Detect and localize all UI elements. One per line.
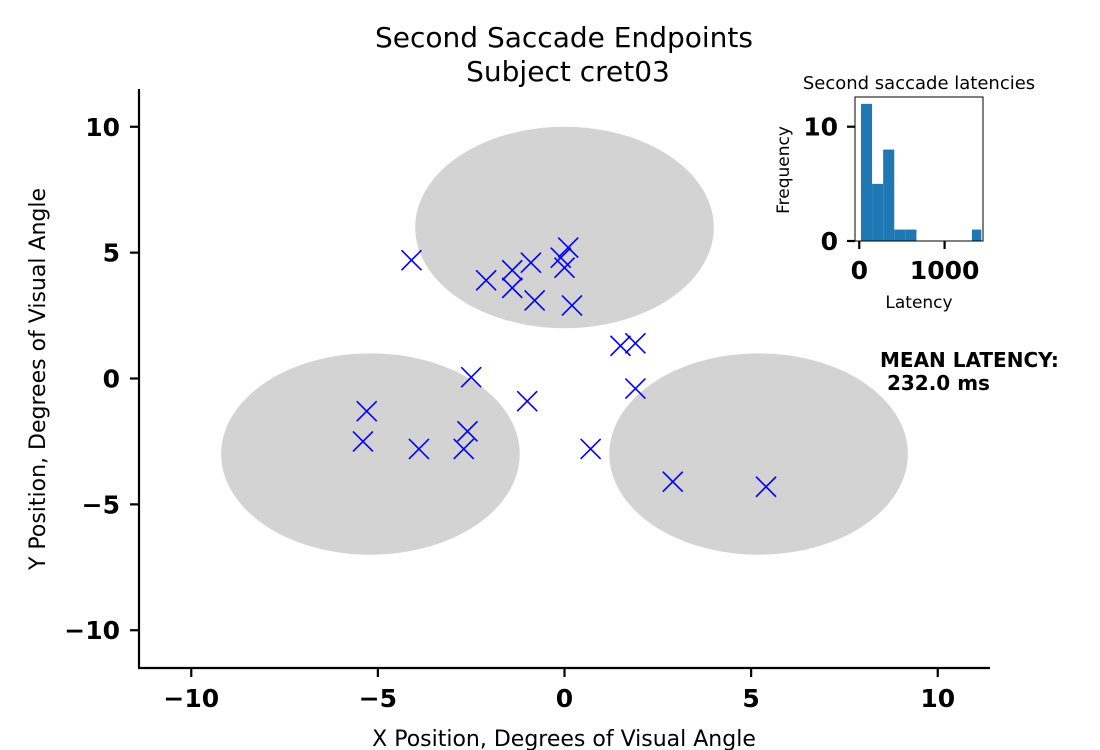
- endpoint-marker: [524, 289, 546, 312]
- inset-y-tick-label: 10: [803, 113, 838, 142]
- histogram-bar: [883, 149, 895, 241]
- inset-y-ticks: 0 10: [803, 113, 855, 256]
- endpoint-marker: [755, 476, 777, 498]
- endpoint-marker: [553, 257, 576, 279]
- endpoint-marker: [352, 430, 374, 453]
- histogram-bar: [872, 183, 884, 241]
- endpoint-marker: [501, 259, 523, 281]
- endpoint-marker: [453, 438, 475, 460]
- endpoint-marker: [520, 252, 542, 274]
- inset-x-tick-label: 0: [851, 256, 868, 285]
- inset-x-label: Latency: [885, 293, 952, 313]
- marker-stroke: [557, 237, 579, 259]
- inset-x-tick-label: 1000: [910, 256, 980, 285]
- mean-latency-label: MEAN LATENCY:: [880, 348, 1059, 372]
- y-tick-label: 10: [85, 113, 120, 142]
- marker-stroke: [561, 294, 583, 317]
- y-tick-label: 0: [103, 365, 120, 394]
- marker-stroke: [553, 257, 576, 279]
- endpoint-marker: [408, 438, 430, 460]
- histogram-bar: [860, 103, 873, 241]
- endpoint-marker: [475, 269, 497, 291]
- x-tick-label: 5: [742, 684, 759, 713]
- histogram-bar: [905, 229, 917, 241]
- saccade-endpoints: [352, 237, 777, 498]
- marker-stroke: [453, 438, 475, 460]
- marker-stroke: [580, 438, 602, 460]
- endpoint-marker: [356, 400, 378, 422]
- marker-stroke: [356, 400, 378, 422]
- marker-stroke: [400, 249, 423, 271]
- x-axis-ticks: −10 −5 0 5 10: [163, 668, 955, 713]
- chart-title: Second Saccade Endpoints: [375, 21, 753, 54]
- marker-stroke: [501, 277, 523, 299]
- marker-stroke: [456, 420, 479, 442]
- marker-stroke: [624, 378, 646, 400]
- y-tick-label: 5: [103, 239, 120, 268]
- target-region-2: [221, 353, 520, 555]
- marker-stroke: [516, 390, 538, 412]
- endpoint-marker: [400, 249, 423, 271]
- marker-stroke: [501, 259, 523, 281]
- y-tick-label: −5: [82, 490, 120, 519]
- marker-stroke: [524, 289, 546, 312]
- endpoint-marker: [557, 237, 579, 259]
- y-axis-label: Y Position, Degrees of Visual Angle: [26, 188, 51, 571]
- x-axis-label: X Position, Degrees of Visual Angle: [372, 727, 756, 750]
- endpoint-marker: [662, 471, 684, 493]
- x-tick-label: −10: [163, 684, 219, 713]
- target-region-1: [415, 126, 714, 329]
- chart-subtitle: Subject cret03: [466, 55, 670, 88]
- y-tick-label: −10: [64, 616, 120, 645]
- x-tick-label: 0: [556, 684, 573, 713]
- marker-stroke: [460, 366, 482, 388]
- mean-latency-value: 232.0 ms: [880, 371, 990, 395]
- target-regions: [221, 126, 908, 555]
- inset-y-label: Frequency: [774, 126, 794, 214]
- histogram-bars: [860, 103, 982, 241]
- endpoint-marker: [456, 420, 479, 442]
- endpoint-marker: [580, 438, 602, 460]
- histogram-bar: [971, 229, 982, 241]
- endpoint-marker: [624, 378, 646, 400]
- marker-stroke: [755, 476, 777, 498]
- marker-stroke: [475, 269, 497, 291]
- marker-stroke: [662, 471, 684, 493]
- marker-stroke: [352, 430, 374, 453]
- latency-histogram-inset: Second saccade latencies 0 1000 0 10 Laten…: [774, 73, 1035, 313]
- marker-stroke: [624, 332, 646, 354]
- endpoint-marker: [501, 277, 523, 299]
- histogram-bar: [894, 229, 906, 241]
- x-tick-label: 10: [920, 684, 955, 713]
- marker-stroke: [520, 252, 542, 274]
- inset-title: Second saccade latencies: [803, 73, 1035, 94]
- endpoint-marker: [561, 294, 583, 317]
- marker-stroke: [609, 335, 632, 357]
- endpoint-marker: [460, 366, 482, 388]
- target-region-3: [609, 353, 908, 555]
- y-axis-ticks: −10 −5 0 5 10: [64, 113, 139, 645]
- inset-frame: [854, 96, 984, 242]
- endpoint-marker: [516, 390, 538, 412]
- marker-stroke: [550, 247, 572, 269]
- endpoint-marker: [624, 332, 646, 354]
- inset-y-tick-label: 0: [821, 227, 838, 256]
- endpoint-marker: [609, 335, 632, 357]
- inset-x-ticks: 0 1000: [851, 241, 980, 285]
- marker-stroke: [408, 438, 430, 460]
- x-tick-label: −5: [359, 684, 397, 713]
